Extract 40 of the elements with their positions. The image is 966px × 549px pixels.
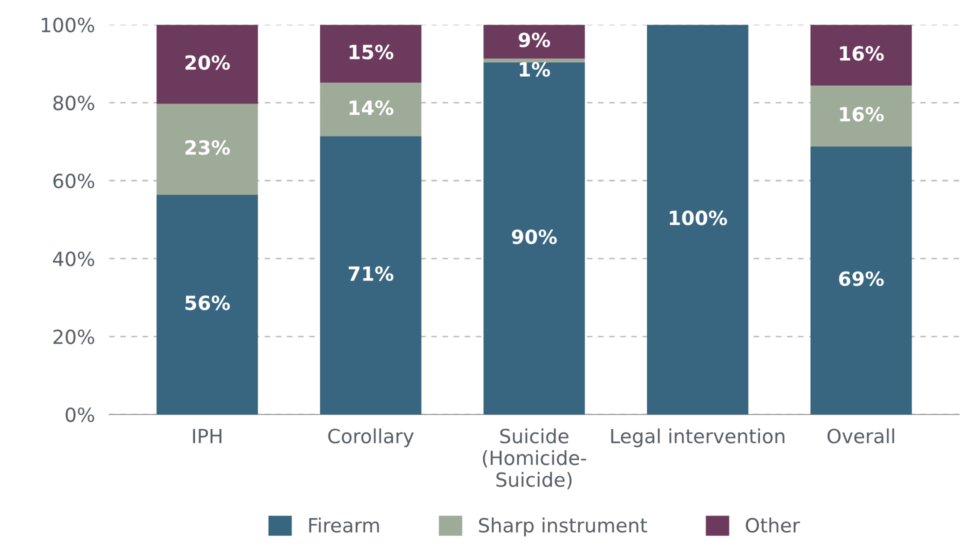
bar	[484, 62, 585, 414]
data-label: 69%	[839, 271, 884, 286]
data-label: 56%	[185, 296, 230, 310]
x-tick-label: IPH	[193, 428, 222, 444]
data-label: 16%	[840, 106, 884, 122]
bar	[156, 194, 258, 414]
y-tick-label: 100%	[42, 18, 94, 32]
y-tick-label: 0%	[66, 407, 94, 422]
y-tick-label: 60%	[53, 174, 94, 188]
data-label: 90%	[512, 229, 557, 244]
legend-label: Firearm	[309, 518, 379, 533]
data-label: 9%	[518, 32, 550, 48]
bar	[320, 82, 422, 136]
data-label: 16%	[840, 46, 884, 61]
bar	[810, 146, 912, 414]
bar	[320, 136, 422, 414]
bar	[484, 24, 585, 59]
bar	[810, 86, 912, 146]
x-tick-label: Legal intervention	[611, 428, 784, 448]
bar	[484, 58, 585, 63]
legend-label: Sharp instrument	[479, 518, 648, 536]
data-label: 71%	[348, 266, 394, 281]
data-label: 23%	[186, 140, 230, 155]
legend-label: Other	[746, 518, 800, 533]
bar	[156, 24, 258, 104]
x-tick-label: Suicide (Homicide- Suicide)	[482, 428, 586, 490]
data-label: 14%	[350, 100, 394, 116]
y-tick-label: 20%	[53, 329, 94, 344]
y-tick-label: 40%	[53, 252, 94, 266]
bar	[810, 24, 912, 86]
data-label: 20%	[186, 55, 230, 70]
y-tick-label: 80%	[53, 96, 94, 110]
bar	[646, 24, 748, 414]
data-label: 100%	[670, 210, 728, 226]
bar	[156, 104, 258, 195]
data-label: 1%	[520, 62, 550, 77]
bar	[320, 24, 422, 83]
x-tick-label: Overall	[827, 428, 894, 444]
x-tick-label: Corollary	[328, 428, 414, 448]
data-label: 15%	[350, 44, 394, 60]
